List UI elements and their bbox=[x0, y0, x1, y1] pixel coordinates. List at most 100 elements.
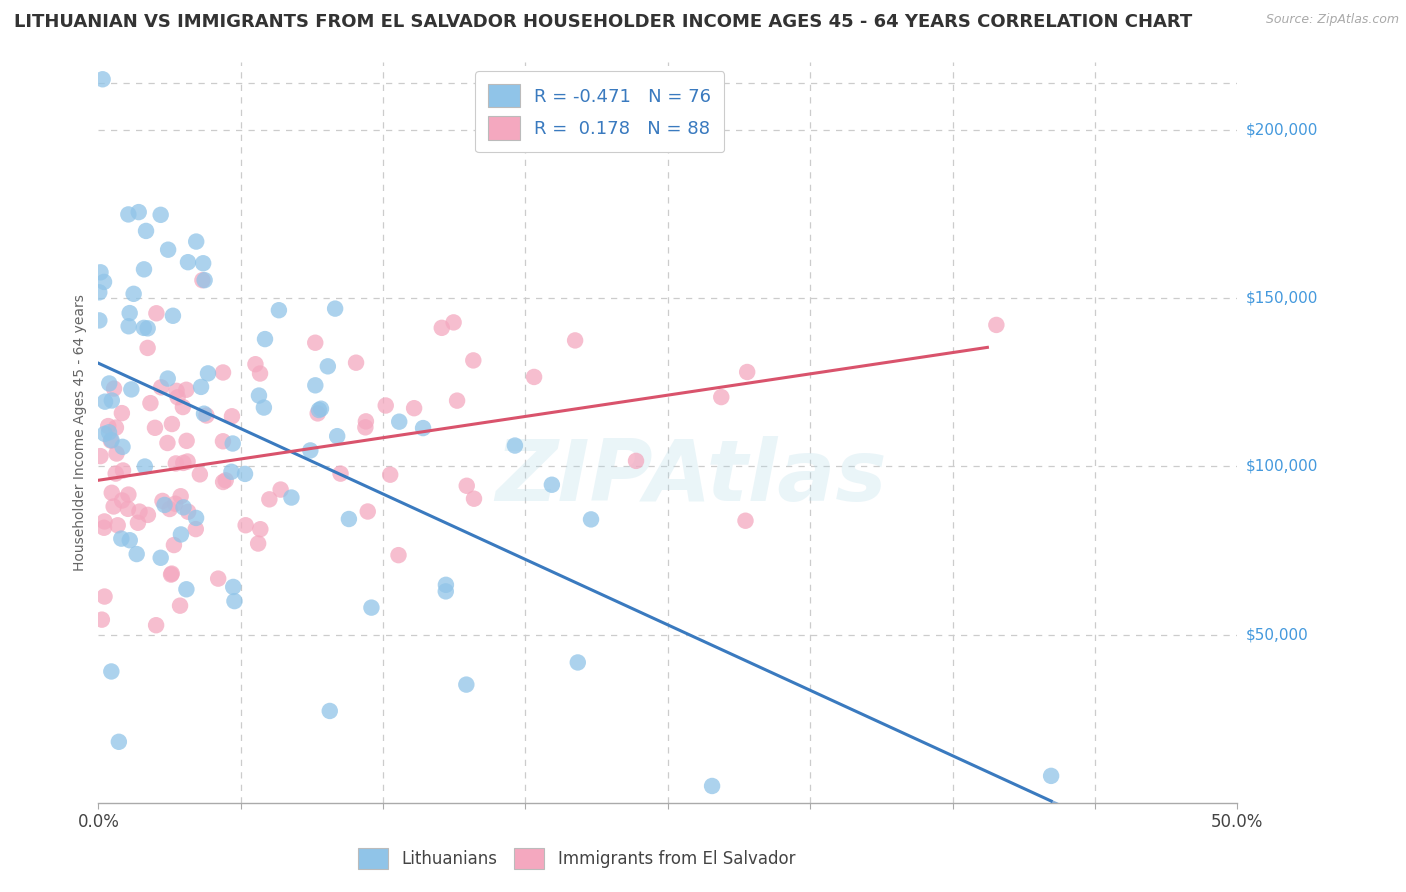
Point bbox=[104, 467, 127, 481]
Point bbox=[100, 434, 122, 448]
Point bbox=[387, 548, 409, 562]
Point bbox=[186, 235, 208, 249]
Point bbox=[190, 380, 212, 394]
Point bbox=[579, 512, 602, 526]
Point bbox=[91, 72, 114, 87]
Point bbox=[98, 425, 121, 440]
Point bbox=[212, 366, 235, 380]
Point bbox=[101, 393, 124, 408]
Point bbox=[193, 256, 215, 270]
Point bbox=[734, 514, 756, 528]
Point bbox=[304, 335, 326, 350]
Point bbox=[169, 489, 191, 503]
Point bbox=[404, 401, 426, 416]
Point bbox=[344, 356, 367, 370]
Point bbox=[132, 262, 155, 277]
Point bbox=[212, 434, 235, 449]
Point bbox=[93, 521, 115, 535]
Text: $150,000: $150,000 bbox=[1246, 291, 1319, 305]
Point bbox=[150, 380, 173, 394]
Point bbox=[380, 467, 402, 482]
Point bbox=[108, 735, 131, 749]
Point bbox=[197, 367, 219, 381]
Point bbox=[156, 436, 179, 450]
Point bbox=[434, 584, 457, 599]
Point bbox=[222, 436, 245, 450]
Point bbox=[191, 273, 214, 287]
Point bbox=[456, 479, 478, 493]
Point bbox=[173, 500, 195, 515]
Point bbox=[165, 497, 187, 511]
Point bbox=[103, 500, 125, 514]
Point bbox=[118, 533, 141, 548]
Point bbox=[93, 590, 115, 604]
Point bbox=[145, 618, 167, 632]
Point bbox=[309, 401, 332, 416]
Point bbox=[357, 504, 380, 518]
Text: ZIPAtlas: ZIPAtlas bbox=[495, 435, 886, 518]
Point bbox=[299, 443, 322, 458]
Legend: Lithuanians, Immigrants from El Salvador: Lithuanians, Immigrants from El Salvador bbox=[352, 841, 801, 876]
Point bbox=[249, 367, 271, 381]
Point bbox=[221, 465, 243, 479]
Point bbox=[163, 538, 186, 552]
Point bbox=[523, 370, 546, 384]
Text: $50,000: $50,000 bbox=[1246, 627, 1309, 642]
Point bbox=[136, 341, 159, 355]
Point bbox=[267, 303, 290, 318]
Point bbox=[120, 383, 142, 397]
Point bbox=[153, 498, 176, 512]
Point bbox=[456, 677, 478, 691]
Point bbox=[166, 384, 188, 398]
Text: $200,000: $200,000 bbox=[1246, 122, 1319, 137]
Point bbox=[443, 315, 465, 329]
Point bbox=[117, 207, 139, 221]
Point bbox=[374, 399, 396, 413]
Point bbox=[111, 493, 134, 508]
Point bbox=[94, 394, 117, 409]
Point bbox=[117, 319, 139, 334]
Point bbox=[446, 393, 468, 408]
Point bbox=[176, 383, 198, 397]
Point bbox=[222, 580, 245, 594]
Point bbox=[308, 403, 330, 417]
Point bbox=[89, 285, 111, 300]
Y-axis label: Householder Income Ages 45 - 64 years: Householder Income Ages 45 - 64 years bbox=[73, 294, 87, 571]
Point bbox=[100, 485, 122, 500]
Point bbox=[105, 446, 128, 460]
Point bbox=[253, 332, 276, 346]
Point bbox=[104, 420, 127, 434]
Point bbox=[118, 306, 141, 320]
Point bbox=[139, 396, 162, 410]
Point bbox=[710, 390, 733, 404]
Point bbox=[280, 491, 302, 505]
Point bbox=[463, 353, 485, 368]
Point bbox=[245, 357, 267, 371]
Point bbox=[463, 491, 485, 506]
Point bbox=[160, 566, 183, 581]
Point bbox=[165, 457, 187, 471]
Point bbox=[160, 567, 183, 582]
Point bbox=[89, 265, 111, 279]
Point bbox=[110, 532, 132, 546]
Point bbox=[1040, 769, 1063, 783]
Point bbox=[323, 301, 346, 316]
Point bbox=[224, 594, 246, 608]
Point bbox=[143, 421, 166, 435]
Text: Source: ZipAtlas.com: Source: ZipAtlas.com bbox=[1265, 13, 1399, 27]
Point bbox=[122, 286, 145, 301]
Point bbox=[212, 475, 235, 489]
Point bbox=[177, 505, 200, 519]
Point bbox=[304, 378, 326, 392]
Point bbox=[89, 313, 111, 327]
Point bbox=[117, 487, 139, 501]
Point bbox=[270, 483, 292, 497]
Point bbox=[388, 415, 411, 429]
Point bbox=[136, 321, 159, 335]
Point bbox=[319, 704, 342, 718]
Point bbox=[430, 321, 453, 335]
Point bbox=[184, 522, 207, 536]
Point bbox=[194, 273, 217, 287]
Point bbox=[149, 208, 172, 222]
Point bbox=[159, 502, 181, 516]
